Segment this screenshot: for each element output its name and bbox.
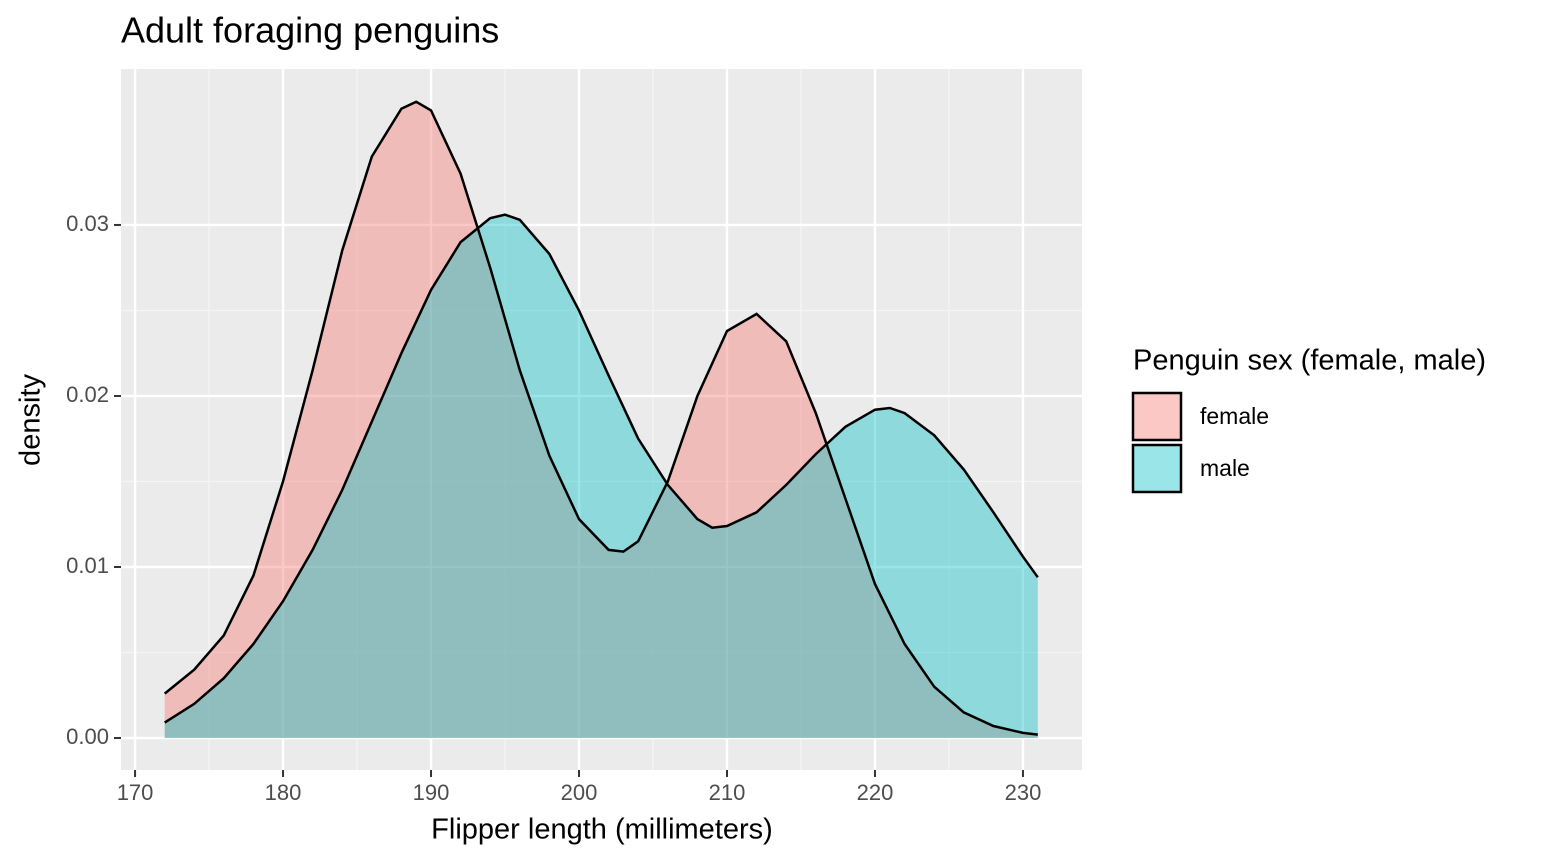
areas <box>163 100 1039 739</box>
x-tick-label: 200 <box>561 780 598 805</box>
y-tick-label: 0.01 <box>66 553 109 578</box>
y-tick-label: 0.02 <box>66 382 109 407</box>
x-tick-label: 210 <box>709 780 746 805</box>
y-tick-label: 0.03 <box>66 211 109 236</box>
x-axis-label: Flipper length (millimeters) <box>431 814 773 846</box>
legend-title: Penguin sex (female, male) <box>1133 345 1486 377</box>
density-area <box>164 214 1038 739</box>
x-tick-label: 180 <box>265 780 302 805</box>
legend-label: male <box>1200 455 1250 481</box>
chart-title: Adult foraging penguins <box>121 10 499 51</box>
density-area <box>164 101 1038 739</box>
x-tick-label: 230 <box>1005 780 1042 805</box>
x-tick-label: 190 <box>413 780 450 805</box>
grid <box>121 69 1082 770</box>
legend: Penguin sex (female, male) female male <box>1131 345 1486 494</box>
y-axis-label: density <box>15 374 47 466</box>
density-line <box>164 213 1039 724</box>
density-line <box>163 100 1038 736</box>
panel <box>121 69 1082 770</box>
x-tick-label: 220 <box>857 780 894 805</box>
legend-key <box>1131 443 1183 494</box>
y-tick-label: 0.00 <box>66 724 109 749</box>
axes: 170 180 190 200 210 220 230 0.00 0.01 0.02 0.03 <box>66 211 1041 805</box>
legend-label: female <box>1200 403 1269 429</box>
legend-key <box>1131 391 1183 442</box>
x-tick-label: 170 <box>117 780 154 805</box>
